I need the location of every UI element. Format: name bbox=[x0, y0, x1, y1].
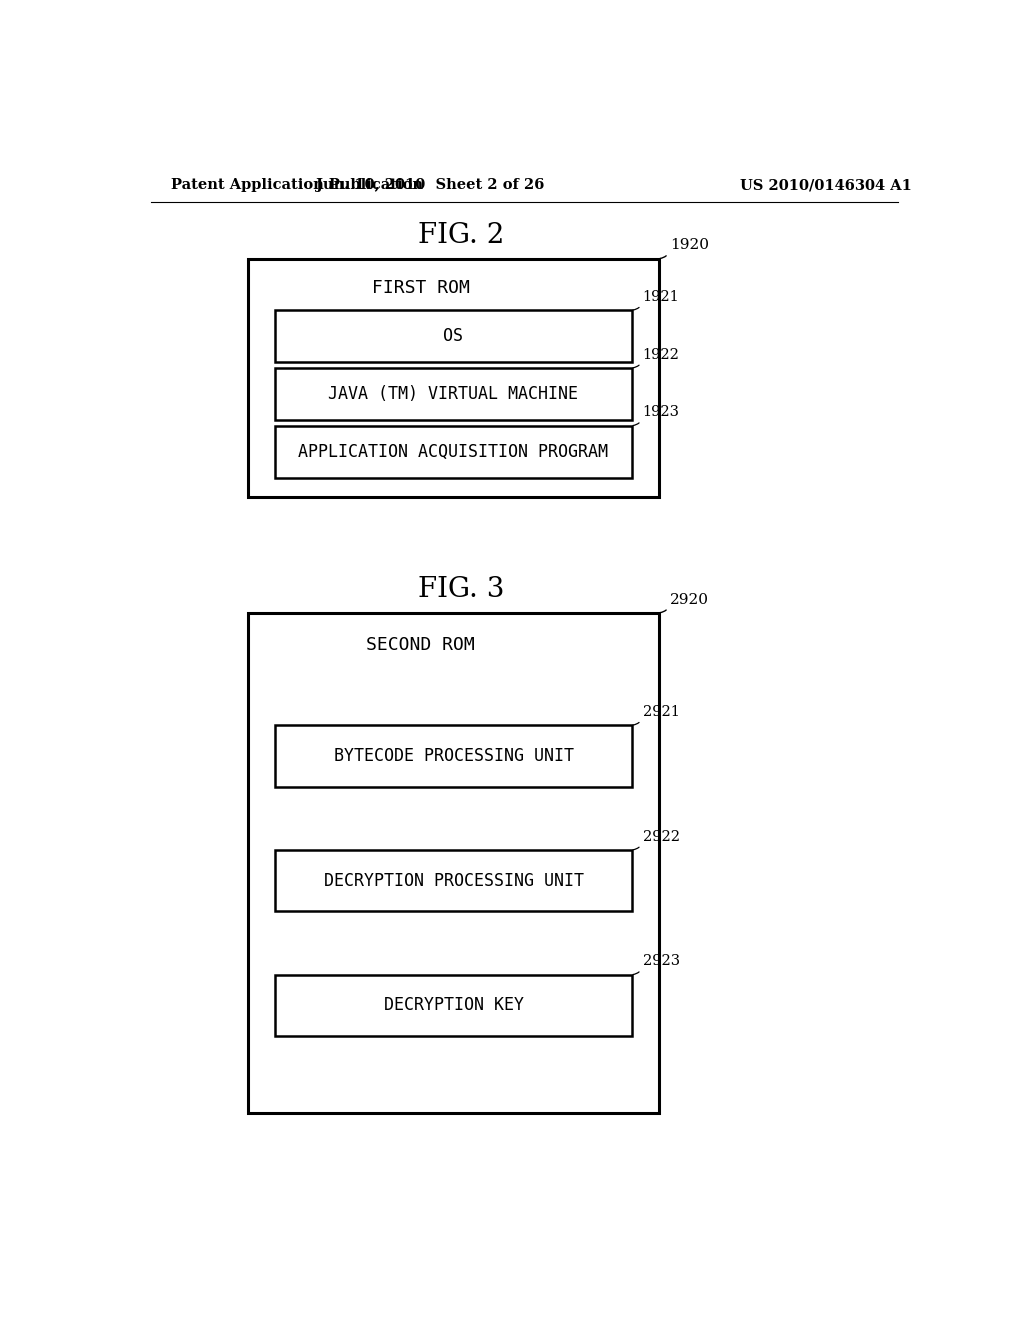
Text: 2921: 2921 bbox=[643, 705, 680, 719]
Bar bbox=[275, 368, 632, 420]
Text: BYTECODE PROCESSING UNIT: BYTECODE PROCESSING UNIT bbox=[334, 747, 573, 764]
Bar bbox=[248, 259, 658, 498]
Text: 2922: 2922 bbox=[643, 830, 680, 843]
Text: 1922: 1922 bbox=[643, 347, 680, 362]
Text: 1921: 1921 bbox=[643, 290, 679, 304]
Text: US 2010/0146304 A1: US 2010/0146304 A1 bbox=[740, 178, 912, 193]
Text: APPLICATION ACQUISITION PROGRAM: APPLICATION ACQUISITION PROGRAM bbox=[299, 442, 608, 461]
Text: Jun. 10, 2010  Sheet 2 of 26: Jun. 10, 2010 Sheet 2 of 26 bbox=[316, 178, 545, 193]
Text: OS: OS bbox=[443, 327, 464, 346]
Text: DECRYPTION KEY: DECRYPTION KEY bbox=[384, 997, 523, 1014]
Bar bbox=[275, 850, 632, 911]
Text: FIRST ROM: FIRST ROM bbox=[372, 279, 470, 297]
Text: 2920: 2920 bbox=[670, 593, 709, 607]
Text: JAVA (TM) VIRTUAL MACHINE: JAVA (TM) VIRTUAL MACHINE bbox=[329, 385, 579, 403]
Bar bbox=[275, 725, 632, 787]
Bar bbox=[275, 425, 632, 478]
Bar bbox=[275, 310, 632, 363]
Text: 2923: 2923 bbox=[643, 954, 680, 969]
Text: Patent Application Publication: Patent Application Publication bbox=[171, 178, 423, 193]
Text: SECOND ROM: SECOND ROM bbox=[367, 636, 475, 653]
Text: DECRYPTION PROCESSING UNIT: DECRYPTION PROCESSING UNIT bbox=[324, 871, 584, 890]
Bar bbox=[275, 974, 632, 1036]
Text: FIG. 3: FIG. 3 bbox=[418, 576, 505, 603]
Text: FIG. 2: FIG. 2 bbox=[418, 222, 505, 249]
Text: 1920: 1920 bbox=[670, 239, 709, 252]
Bar bbox=[248, 612, 658, 1113]
Text: 1923: 1923 bbox=[643, 405, 680, 420]
